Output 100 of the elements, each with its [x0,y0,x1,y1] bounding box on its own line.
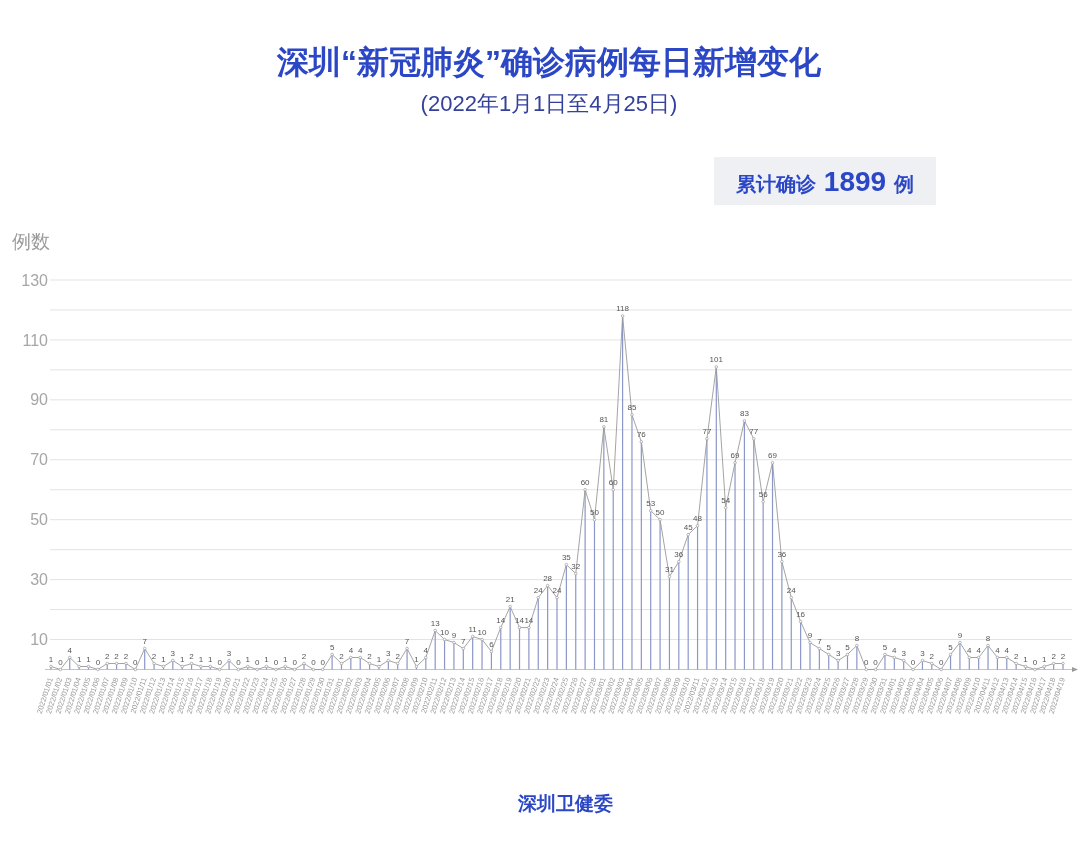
data-label: 2 [929,652,935,662]
data-label: 6 [489,640,495,650]
data-label: 7 [817,637,823,647]
data-label: 1 [179,655,185,664]
y-tick-label: 70 [30,451,49,469]
text: 深圳卫健委 [516,793,613,814]
data-label: 77 [749,427,759,437]
data-label: 24 [552,586,562,596]
data-label: 0 [292,658,298,667]
data-label: 0 [95,658,101,667]
data-label: 10 [477,628,488,638]
data-label: 2 [1051,652,1057,662]
data-label: 10 [440,628,450,638]
data-label: 0 [133,658,139,667]
data-label: 85 [627,403,637,413]
data-label: 2 [301,652,307,662]
data-label: 0 [58,658,64,667]
data-label: 2 [151,652,157,662]
data-label: 2 [1013,652,1019,662]
data-label: 8 [985,634,991,644]
data-label: 50 [655,508,666,518]
data-label: 7 [404,637,410,647]
data-label: 14 [496,616,506,626]
data-label: 1 [86,655,92,664]
data-label: 13 [430,619,441,629]
data-label: 4 [348,646,354,656]
data-label: 76 [636,430,647,440]
data-label: 4 [67,646,73,656]
data-label: 4 [358,646,363,656]
data-label: 4 [967,646,973,656]
data-label: 5 [329,643,335,653]
data-label: 48 [693,514,703,524]
data-label: 1 [208,655,214,664]
data-label: 2 [1060,652,1066,662]
data-label: 4 [892,646,898,656]
data-label: 1 [245,655,251,664]
data-label: 36 [674,550,684,560]
data-label: 9 [957,631,963,641]
data-label: 1 [1042,655,1048,664]
data-label: 3 [835,649,841,659]
data-label: 1 [376,655,382,664]
data-label: 1 [283,655,289,664]
data-label: 54 [721,496,731,506]
data-label: 0 [873,658,879,667]
y-tick-label: 90 [30,391,49,409]
data-label: 0 [910,658,916,667]
data-label: 2 [367,652,373,662]
data-label: 69 [730,451,741,461]
data-label: 0 [217,658,223,667]
y-tick-label: 50 [30,511,49,529]
data-label: 53 [646,499,656,509]
data-label: 118 [616,304,630,314]
data-label: 0 [273,658,279,667]
data-label: 2 [123,652,129,662]
y-tick-label: 130 [21,271,49,289]
data-label: 3 [901,649,907,659]
data-label: 1 [76,655,82,664]
data-label: 31 [664,565,675,575]
data-label: 1 [414,655,420,664]
data-label: 4 [976,646,982,656]
data-label: 3 [920,649,926,659]
y-tick-label: 110 [22,331,49,349]
data-label: 21 [505,595,516,605]
data-label: 0 [311,658,317,667]
data-label: 1 [48,655,54,664]
data-label: 2 [339,652,345,662]
chart-subtitle: (2022年1月1日至4月25日) [420,91,678,116]
data-label: 2 [105,652,110,662]
data-label: 1 [198,655,204,664]
data-label: 35 [561,553,572,563]
data-label: 5 [948,643,954,653]
data-label: 24 [533,586,544,596]
y-tick-label: 30 [30,571,49,589]
text: 累计确诊 1899 例 [734,166,915,197]
data-label: 3 [170,649,176,659]
data-label: 0 [938,658,944,667]
data-label: 3 [386,649,392,659]
data-label: 7 [461,637,467,647]
data-label: 4 [1004,646,1010,656]
data-label: 60 [608,478,619,488]
data-label: 9 [807,631,813,641]
data-label: 81 [599,415,609,425]
data-label: 2 [395,652,401,662]
data-label: 14 [524,616,534,626]
data-label: 32 [571,562,581,572]
data-label: 1 [161,655,167,664]
data-label: 0 [864,658,869,667]
data-label: 1 [264,655,270,664]
data-label: 4 [423,646,429,656]
data-label: 3 [226,649,232,659]
data-label: 16 [796,610,806,620]
data-label: 4 [995,646,1001,656]
data-label: 2 [189,652,195,662]
data-label: 36 [777,550,787,560]
data-label: 0 [254,658,260,667]
data-label: 56 [758,490,769,500]
data-label: 5 [845,643,851,653]
data-label: 50 [590,508,600,518]
data-label: 77 [702,427,712,437]
data-label: 11 [468,625,478,635]
